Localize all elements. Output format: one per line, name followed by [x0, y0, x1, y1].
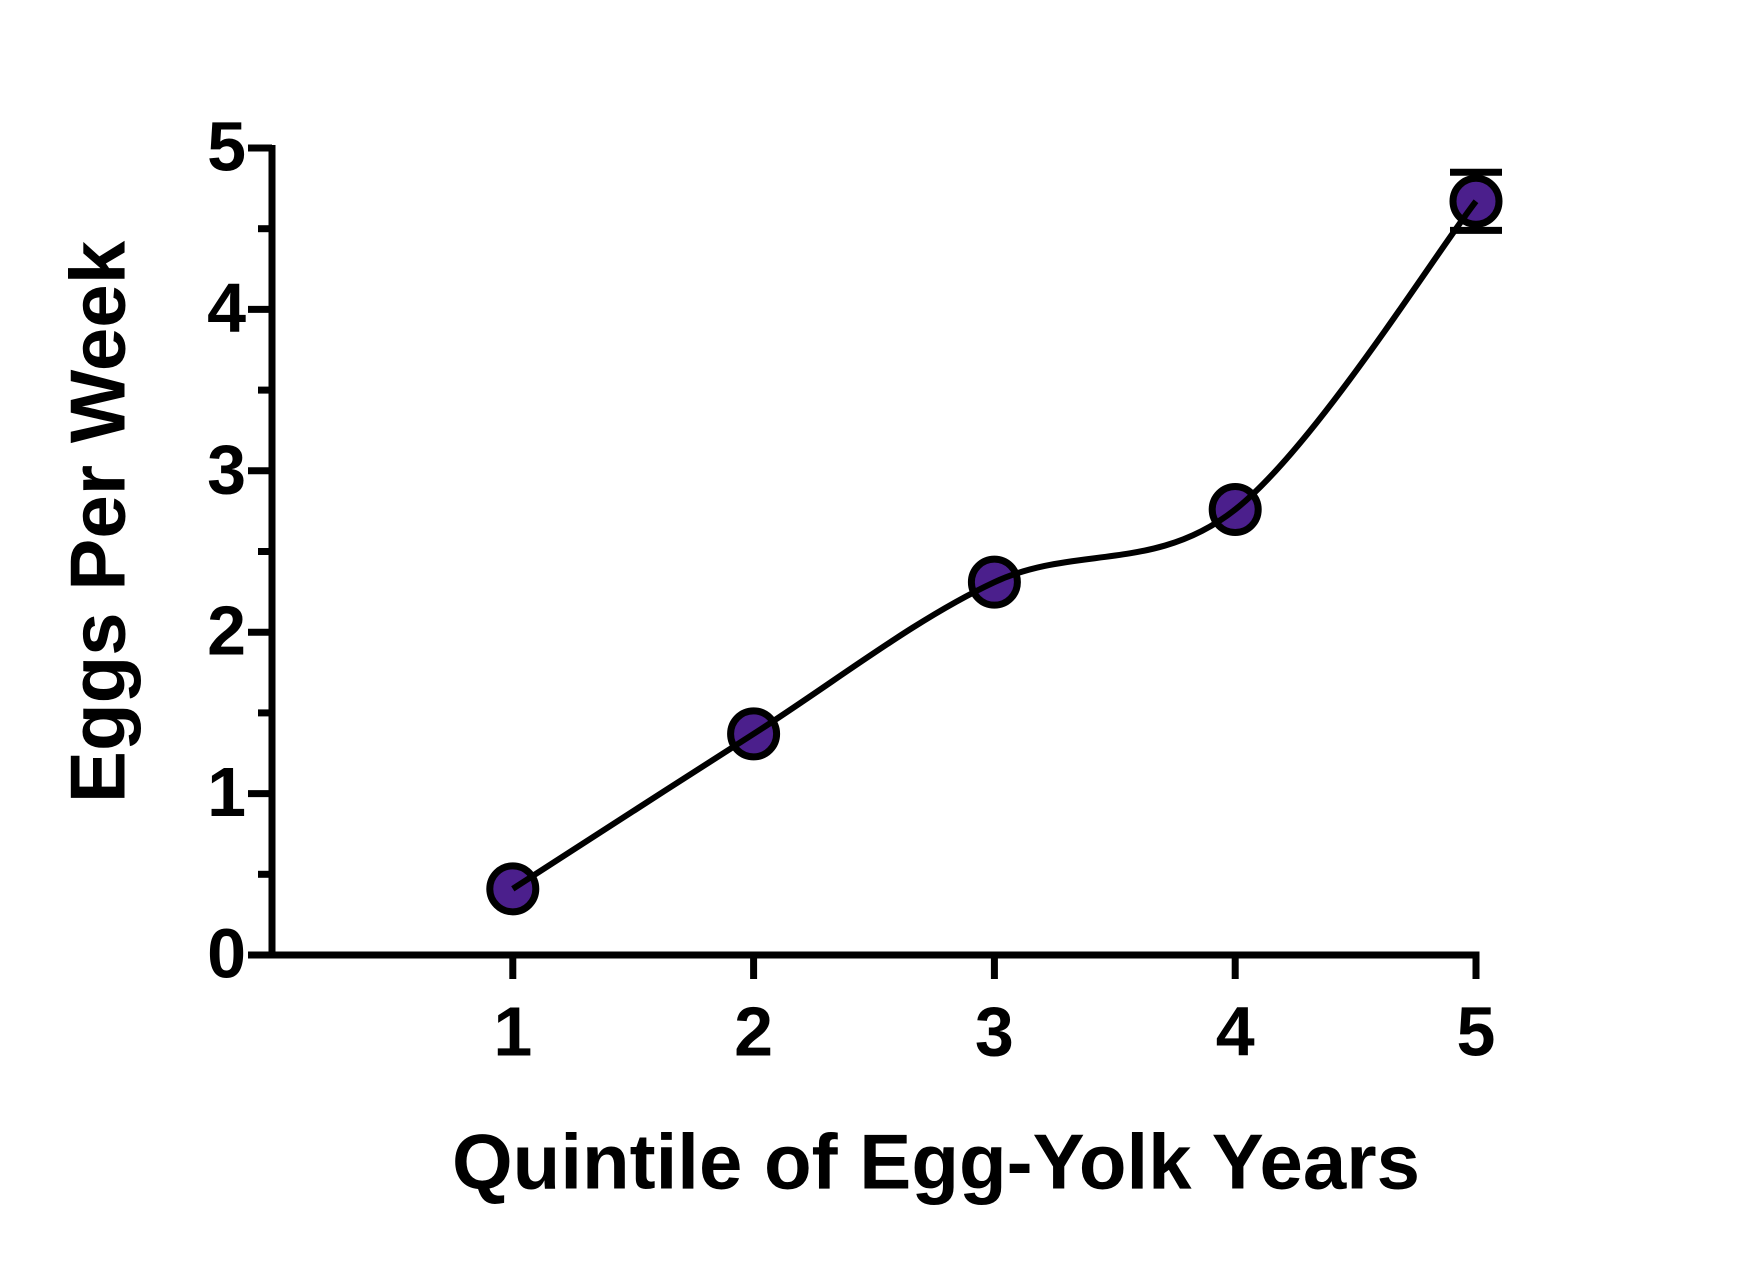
y-tick-label: 0: [207, 914, 246, 992]
x-axis-label: Quintile of Egg-Yolk Years: [452, 1118, 1420, 1206]
y-tick-label: 5: [207, 107, 246, 185]
x-tick-label: 3: [975, 992, 1014, 1070]
y-tick-label: 3: [207, 430, 246, 508]
x-tick-label: 5: [1457, 992, 1496, 1070]
x-tick-label: 4: [1216, 992, 1255, 1070]
y-axis-label: Eggs Per Week: [54, 240, 142, 803]
series-line: [511, 199, 1479, 892]
x-tick-label: 2: [734, 992, 773, 1070]
y-tick-label: 4: [207, 269, 246, 347]
x-tick-label: 1: [493, 992, 532, 1070]
y-tick-label: 1: [207, 753, 246, 831]
y-tick-label: 2: [207, 592, 246, 670]
